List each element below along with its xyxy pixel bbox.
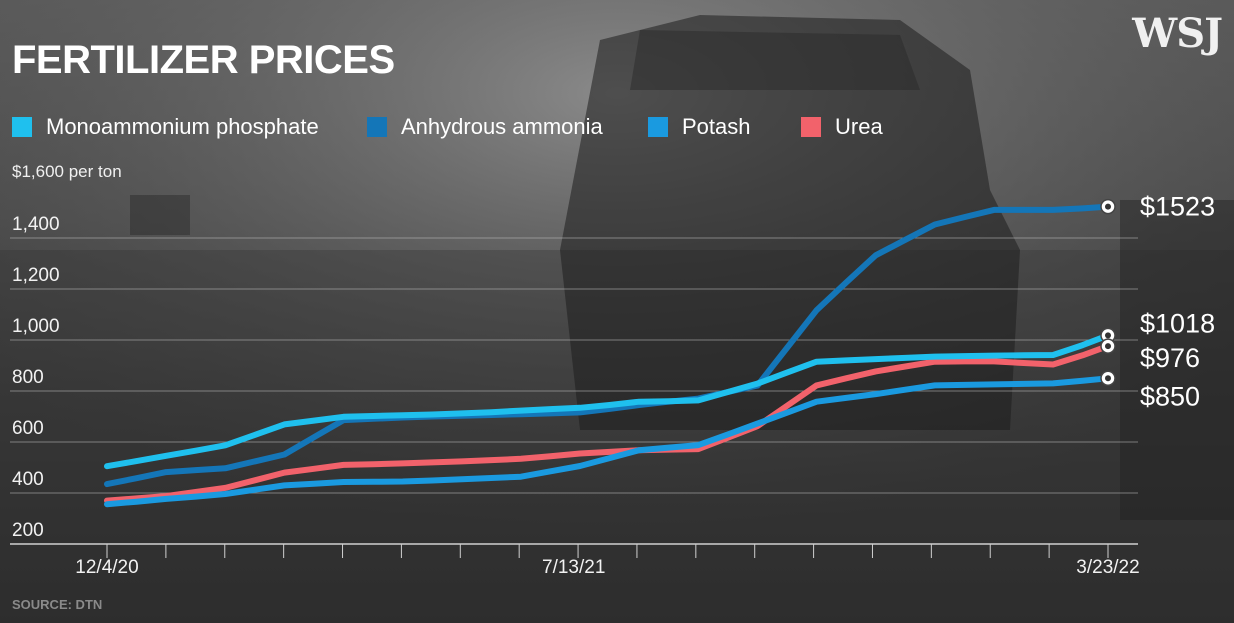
legend-label-urea: Urea	[835, 114, 883, 139]
end-value-label-potash: $850	[1140, 381, 1200, 411]
legend-swatch-monoammonium-phosphate	[12, 117, 32, 137]
legend-item-urea: Urea	[801, 114, 883, 140]
y-tick-label: 400	[12, 469, 44, 490]
legend-swatch-anhydrous-ammonia	[367, 117, 387, 137]
x-tick-label: 7/13/21	[542, 557, 605, 578]
y-tick-label: 200	[12, 520, 44, 541]
series-line-anhydrous-ammonia	[104, 203, 1111, 488]
end-marker-dot	[1105, 343, 1111, 350]
end-value-label-monoammonium-phosphate: $1018	[1140, 308, 1215, 338]
legend-label-anhydrous-ammonia: Anhydrous ammonia	[401, 114, 603, 139]
legend-swatch-urea	[801, 117, 821, 137]
legend-label-monoammonium-phosphate: Monoammonium phosphate	[46, 114, 319, 139]
legend-item-anhydrous-ammonia: Anhydrous ammonia	[367, 114, 603, 140]
end-marker-dot	[1105, 375, 1111, 382]
y-tick-label: 1,200	[12, 265, 60, 286]
legend-item-monoammonium-phosphate: Monoammonium phosphate	[12, 114, 319, 140]
series-line-urea	[104, 343, 1111, 504]
y-axis-unit-label: $1,600 per ton	[12, 162, 122, 181]
gridlines	[10, 237, 1138, 494]
x-tick-label: 12/4/20	[75, 557, 138, 578]
x-ticks	[106, 544, 1109, 558]
end-value-label-anhydrous-ammonia: $1523	[1140, 192, 1215, 222]
end-value-label-urea: $976	[1140, 343, 1200, 373]
y-tick-label: 1,400	[12, 214, 60, 235]
source-note: SOURCE: DTN	[12, 597, 103, 612]
end-marker-dot	[1105, 332, 1111, 339]
series-line-potash	[104, 375, 1111, 508]
legend-item-potash: Potash	[648, 114, 751, 140]
y-tick-label: 800	[12, 367, 44, 388]
series-line-monoammonium-phosphate	[104, 332, 1111, 470]
chart-title: FERTILIZER PRICES	[12, 38, 395, 82]
legend-label-potash: Potash	[682, 114, 751, 139]
y-tick-label: 1,000	[12, 316, 60, 337]
wsj-logo: WSJ	[1132, 10, 1223, 57]
end-marker-dot	[1105, 203, 1111, 210]
series-lines	[104, 203, 1111, 508]
legend-swatch-potash	[648, 117, 668, 137]
y-tick-label: 600	[12, 418, 44, 439]
x-tick-label: 3/23/22	[1076, 557, 1139, 578]
